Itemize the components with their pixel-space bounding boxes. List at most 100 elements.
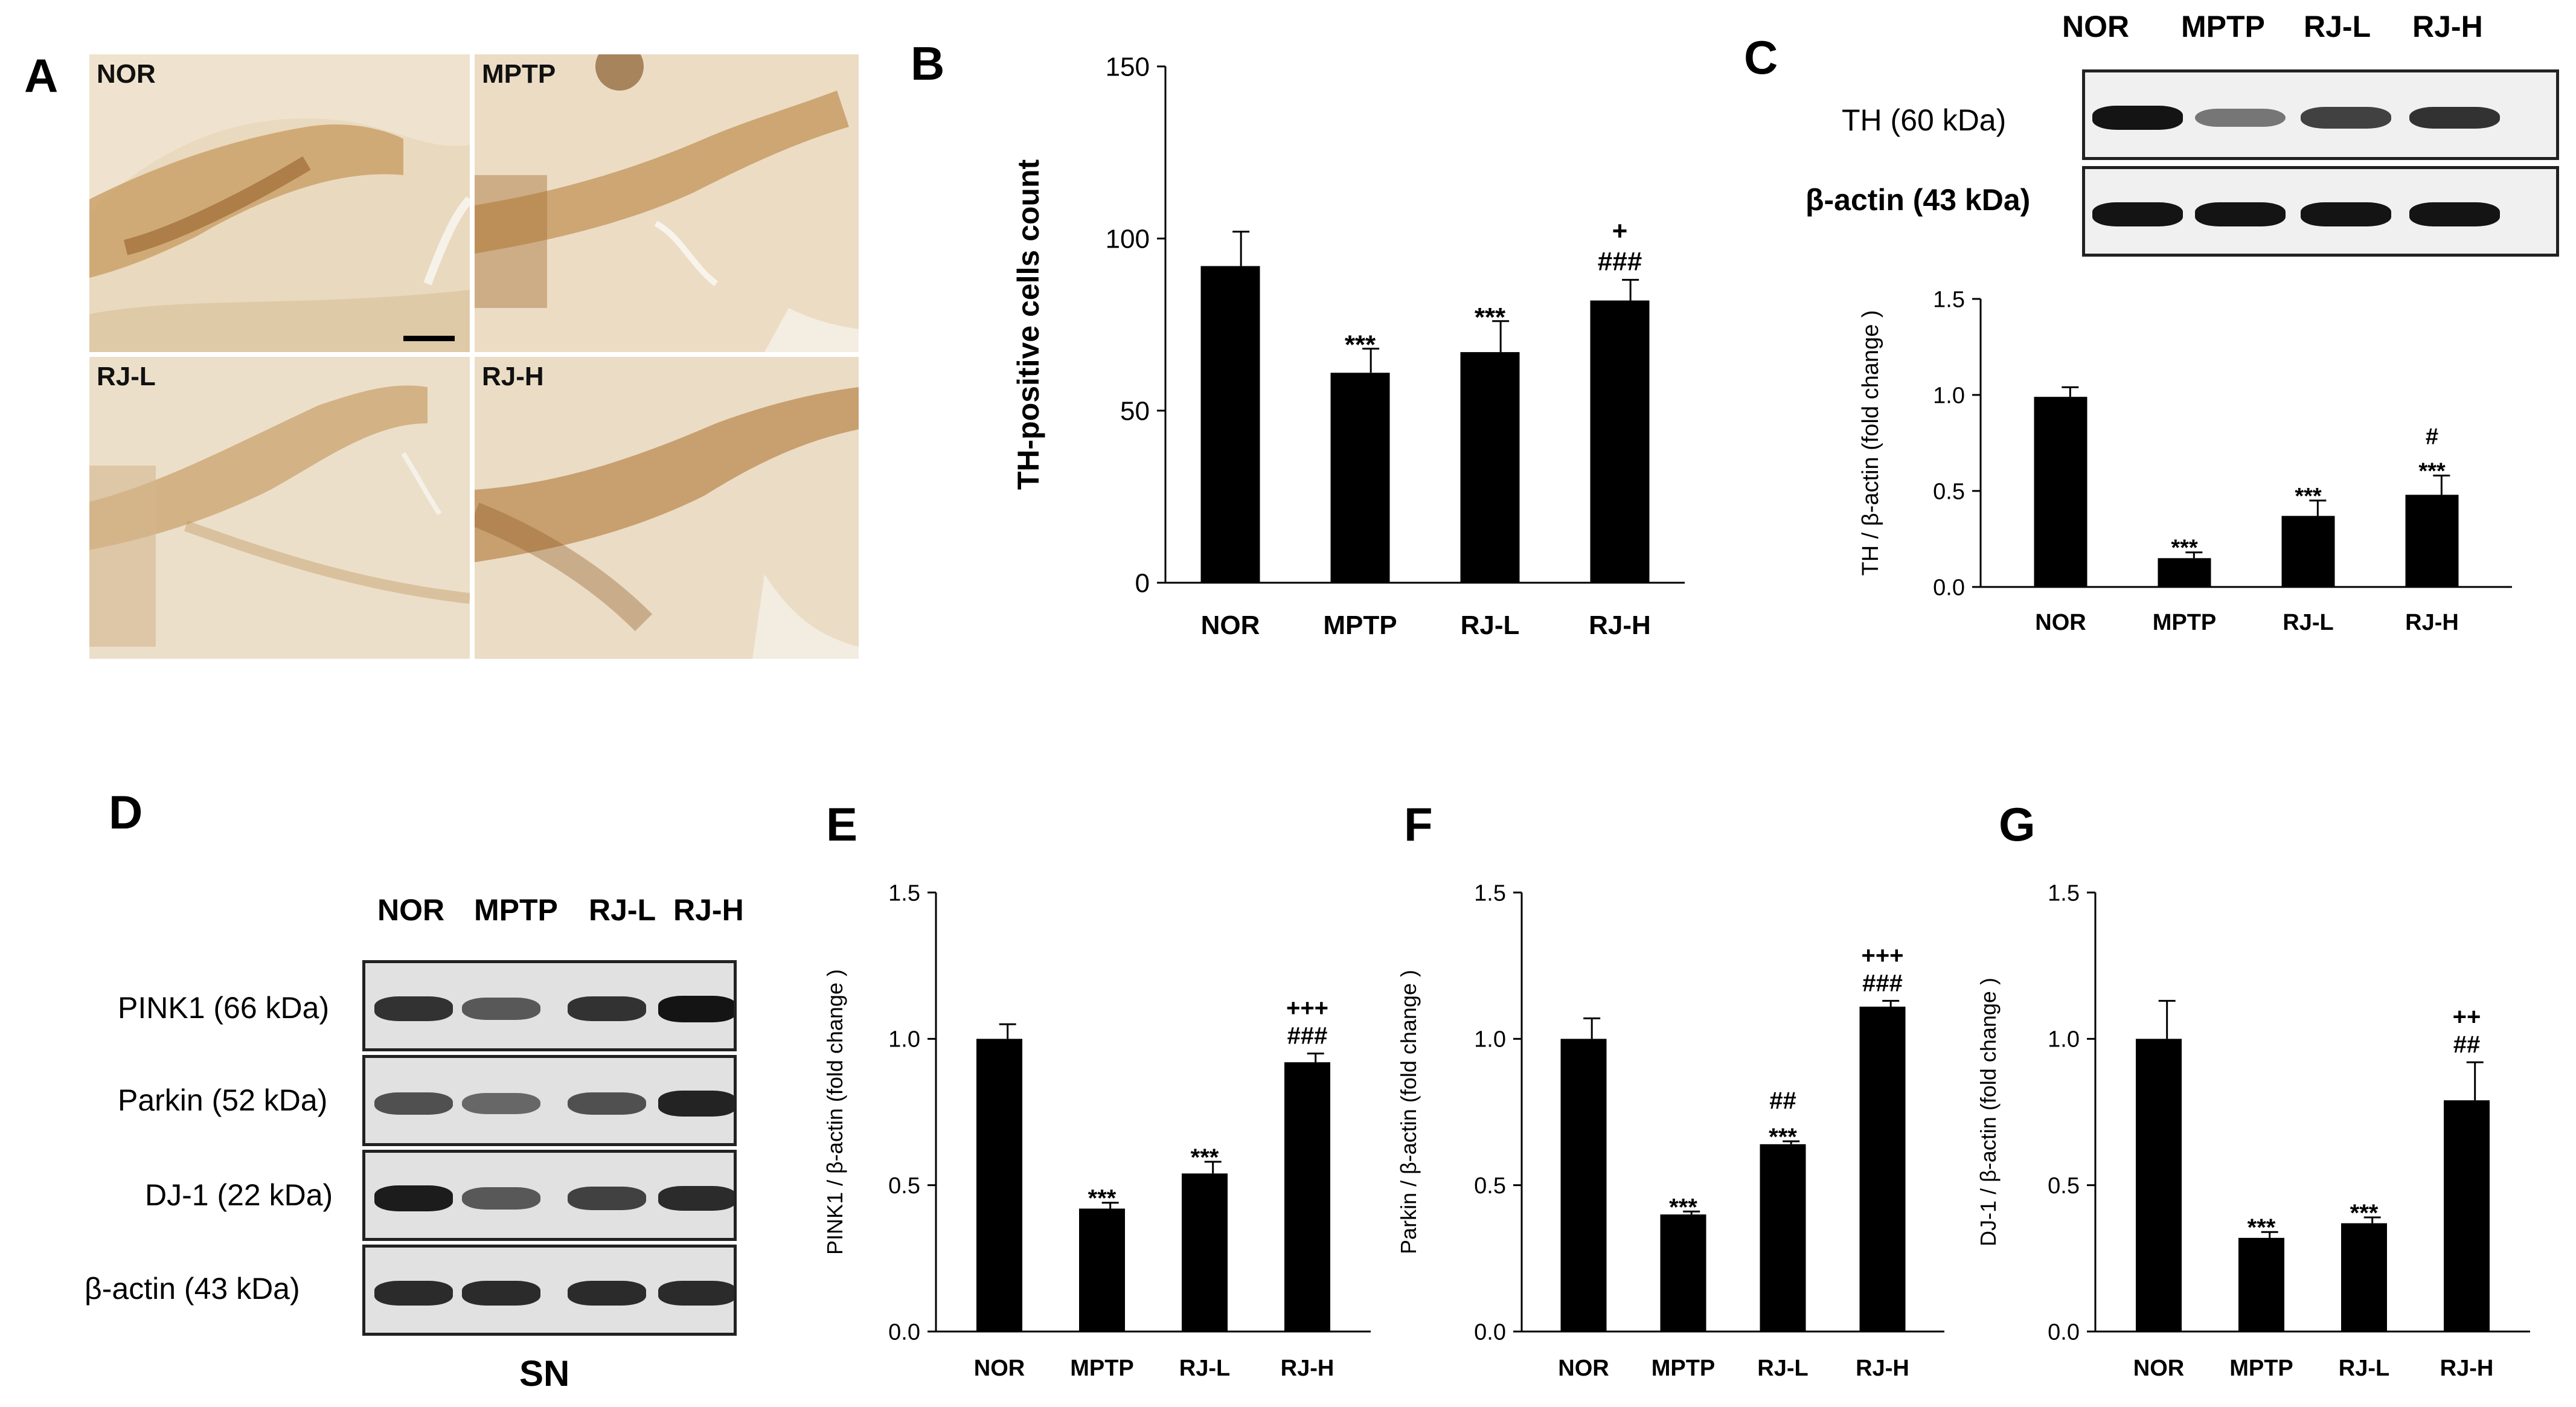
bar [2341,1223,2387,1332]
blot-band [568,1280,646,1306]
significance-label: # [2426,424,2438,449]
y-tick-label: 100 [1106,224,1150,254]
y-tick-label: 150 [1106,52,1150,82]
y-axis-label: Parkin / β-actin (fold change ) [1396,970,1421,1254]
panel-letter-a: A [24,49,59,102]
bar [2238,1237,2284,1332]
y-tick-label: 1.0 [1474,1027,1506,1053]
micrograph-nor: NOR [89,54,470,352]
y-axis-label: DJ-1 / β-actin (fold change ) [1976,978,2001,1246]
blot-d-row-label: β-actin (43 kDa) [85,1272,300,1306]
x-tick-label: MPTP [1323,611,1397,640]
significance-label: ## [2453,1031,2481,1058]
significance-label: *** [2171,536,2198,561]
panel-letter-e: E [826,798,858,851]
blot-strip [362,1245,737,1336]
micrograph-rj-h-image [475,357,859,659]
significance-label: ++ [2453,1004,2481,1030]
bar [1200,266,1260,583]
blot-band [568,1187,646,1210]
blot-band [462,1093,540,1114]
panel-letter-g: G [1999,798,2036,851]
x-tick-label: RJ-H [2440,1356,2494,1381]
x-tick-label: RJ-H [1589,611,1651,640]
significance-label: ### [1862,970,1903,996]
blot-strip [362,960,737,1051]
y-tick-label: 1.0 [2048,1027,2080,1053]
blot-d-row-label: DJ-1 (22 kDa) [145,1178,333,1212]
blot-band [462,1187,540,1210]
chart-e: 0.0 0.5 1.0 1.5 PINK1 / β-actin (fold change… [822,880,1371,1381]
x-tick-label: NOR [2035,610,2086,635]
chart-g: 0.0 0.5 1.0 1.5 DJ-1 / β-actin (fold change … [1976,880,2530,1381]
x-tick-label: RJ-L [1757,1356,1808,1381]
bar [976,1039,1022,1332]
blot-band [2301,107,2391,129]
blot-band [2195,109,2286,127]
blot-d-lane-label: RJ-H [673,893,744,927]
bar [1460,352,1520,583]
blot-band [2409,202,2500,226]
chart-f: 0.0 0.5 1.0 1.5 Parkin / β-actin (fold chang… [1396,880,1944,1381]
blot-band [374,1185,453,1212]
significance-label: *** [2418,458,2446,484]
blot-d-lane-label: MPTP [474,893,558,927]
blot-c-lane-label: RJ-L [2304,10,2371,43]
panel-letter-c: C [1744,31,1778,84]
significance-label: *** [2248,1214,2276,1241]
micrograph-mptp-image [475,54,859,352]
significance-label: *** [1191,1144,1219,1171]
blot-c-row-label: β-actin (43 kDa) [1805,183,2031,217]
x-tick-label: RJ-H [2405,610,2459,635]
blot-c-row-label: TH (60 kDa) [1842,103,2007,137]
bar [1330,373,1390,583]
x-tick-label: NOR [2133,1356,2184,1381]
bar [1660,1214,1706,1332]
significance-label: *** [2295,484,2322,509]
scale-bar [403,336,455,341]
y-tick-label: 1.0 [888,1027,920,1053]
x-tick-label: RJ-H [1856,1356,1909,1381]
x-tick-label: RJ-H [1281,1356,1334,1381]
x-tick-label: NOR [974,1356,1025,1381]
bar [1182,1173,1228,1332]
significance-label: +++ [1286,995,1328,1022]
blot-band [658,1185,734,1211]
blot-band [568,996,646,1021]
blot-band [2092,106,2183,130]
bar [1079,1208,1125,1332]
micrograph-rj-l: RJ-L [89,357,470,659]
y-axis-label: TH-positive cells count [1011,159,1045,490]
blot-band [2092,202,2183,226]
significance-label: *** [1769,1124,1797,1150]
blot-strip [362,1055,737,1146]
significance-label: ### [1287,1023,1328,1050]
blot-d-lane-label: RJ-L [589,893,656,927]
x-tick-label: MPTP [2153,610,2217,635]
bar [2158,558,2211,587]
blot-strip [2082,69,2559,160]
y-tick-label: 0.0 [1933,575,1965,600]
x-tick-label: RJ-L [1461,611,1520,640]
x-tick-label: RJ-L [2283,610,2333,635]
blot-band [2301,202,2391,226]
y-tick-label: 0.5 [888,1173,920,1199]
y-tick-label: 0.0 [2048,1319,2080,1345]
y-tick-label: 1.0 [1933,383,1965,408]
blot-d-row-label: Parkin (52 kDa) [118,1083,328,1117]
significance-label: *** [1475,303,1506,332]
blot-band [462,1280,540,1306]
y-axis-label: TH / β-actin (fold change ) [1858,310,1883,575]
bar [2405,495,2459,587]
y-tick-label: 50 [1120,396,1150,426]
blot-band [2195,202,2286,226]
y-tick-label: 1.5 [2048,880,2080,906]
x-tick-label: MPTP [1070,1356,1134,1381]
y-tick-label: 0 [1135,568,1150,598]
chart-c: 0.0 0.5 1.0 1.5 TH / β-actin (fold change ) N… [1858,287,2512,635]
micrograph-label-rj-h: RJ-H [482,362,544,391]
blot-d-row-label: PINK1 (66 kDa) [118,991,330,1025]
bar [1859,1007,1906,1332]
blot-band [568,1092,646,1115]
blot-band [462,998,540,1020]
